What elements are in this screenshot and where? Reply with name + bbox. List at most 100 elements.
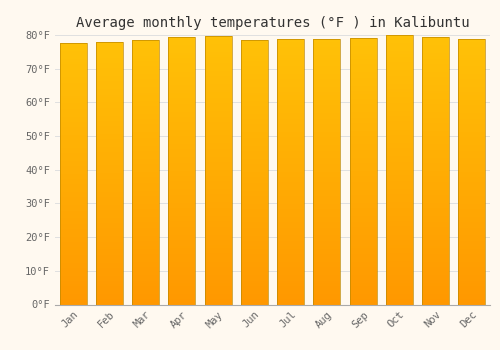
Bar [458, 76, 485, 79]
Bar [277, 158, 304, 161]
Bar [350, 208, 376, 211]
Bar [241, 183, 268, 186]
Bar [277, 68, 304, 71]
Bar [96, 241, 123, 244]
Bar [422, 133, 449, 136]
Bar [168, 213, 196, 216]
Bar [314, 299, 340, 302]
Bar [60, 252, 86, 255]
Bar [386, 186, 413, 189]
Bar [350, 291, 376, 294]
Bar [386, 216, 413, 218]
Bar [458, 111, 485, 113]
Bar [350, 214, 376, 216]
Bar [96, 302, 123, 304]
Bar [60, 155, 86, 158]
Bar [314, 246, 340, 249]
Bar [204, 44, 232, 47]
Bar [458, 193, 485, 196]
Bar [458, 145, 485, 148]
Bar [350, 54, 376, 56]
Bar [458, 158, 485, 161]
Bar [241, 236, 268, 238]
Bar [458, 248, 485, 251]
Bar [204, 122, 232, 125]
Bar [96, 71, 123, 74]
Bar [386, 81, 413, 84]
Bar [96, 131, 123, 134]
Bar [96, 158, 123, 160]
Bar [96, 160, 123, 163]
Bar [386, 221, 413, 224]
Bar [277, 180, 304, 182]
Bar [241, 278, 268, 281]
Bar [132, 225, 159, 228]
Bar [132, 116, 159, 119]
Bar [386, 35, 413, 305]
Bar [168, 270, 196, 272]
Bar [422, 48, 449, 51]
Bar [204, 165, 232, 168]
Bar [422, 235, 449, 238]
Bar [168, 197, 196, 200]
Bar [350, 102, 376, 104]
Bar [386, 286, 413, 288]
Bar [168, 154, 196, 157]
Bar [60, 88, 86, 90]
Bar [132, 288, 159, 291]
Bar [422, 112, 449, 115]
Bar [386, 194, 413, 197]
Bar [241, 40, 268, 304]
Bar [96, 181, 123, 184]
Bar [168, 39, 196, 42]
Bar [60, 121, 86, 124]
Bar [168, 55, 196, 58]
Bar [314, 190, 340, 193]
Bar [277, 291, 304, 294]
Bar [350, 144, 376, 147]
Bar [60, 281, 86, 284]
Bar [314, 270, 340, 273]
Bar [241, 190, 268, 193]
Bar [314, 254, 340, 257]
Bar [458, 296, 485, 299]
Bar [168, 109, 196, 112]
Bar [60, 132, 86, 135]
Bar [204, 251, 232, 253]
Bar [168, 205, 196, 208]
Bar [458, 87, 485, 90]
Bar [386, 189, 413, 191]
Bar [132, 82, 159, 85]
Bar [422, 101, 449, 104]
Bar [422, 299, 449, 302]
Bar [422, 219, 449, 222]
Bar [422, 149, 449, 152]
Bar [60, 205, 86, 208]
Bar [422, 66, 449, 69]
Bar [314, 265, 340, 267]
Bar [204, 79, 232, 82]
Bar [168, 112, 196, 114]
Bar [314, 65, 340, 68]
Bar [241, 92, 268, 95]
Bar [386, 296, 413, 299]
Bar [96, 116, 123, 118]
Bar [386, 267, 413, 270]
Bar [386, 283, 413, 286]
Bar [168, 184, 196, 187]
Bar [96, 178, 123, 181]
Bar [458, 68, 485, 71]
Bar [204, 57, 232, 60]
Bar [422, 251, 449, 254]
Bar [386, 124, 413, 127]
Bar [314, 240, 340, 244]
Bar [241, 246, 268, 249]
Bar [241, 225, 268, 228]
Bar [132, 63, 159, 66]
Bar [422, 267, 449, 270]
Bar [132, 212, 159, 215]
Bar [168, 187, 196, 189]
Bar [350, 280, 376, 283]
Bar [241, 286, 268, 289]
Bar [277, 188, 304, 190]
